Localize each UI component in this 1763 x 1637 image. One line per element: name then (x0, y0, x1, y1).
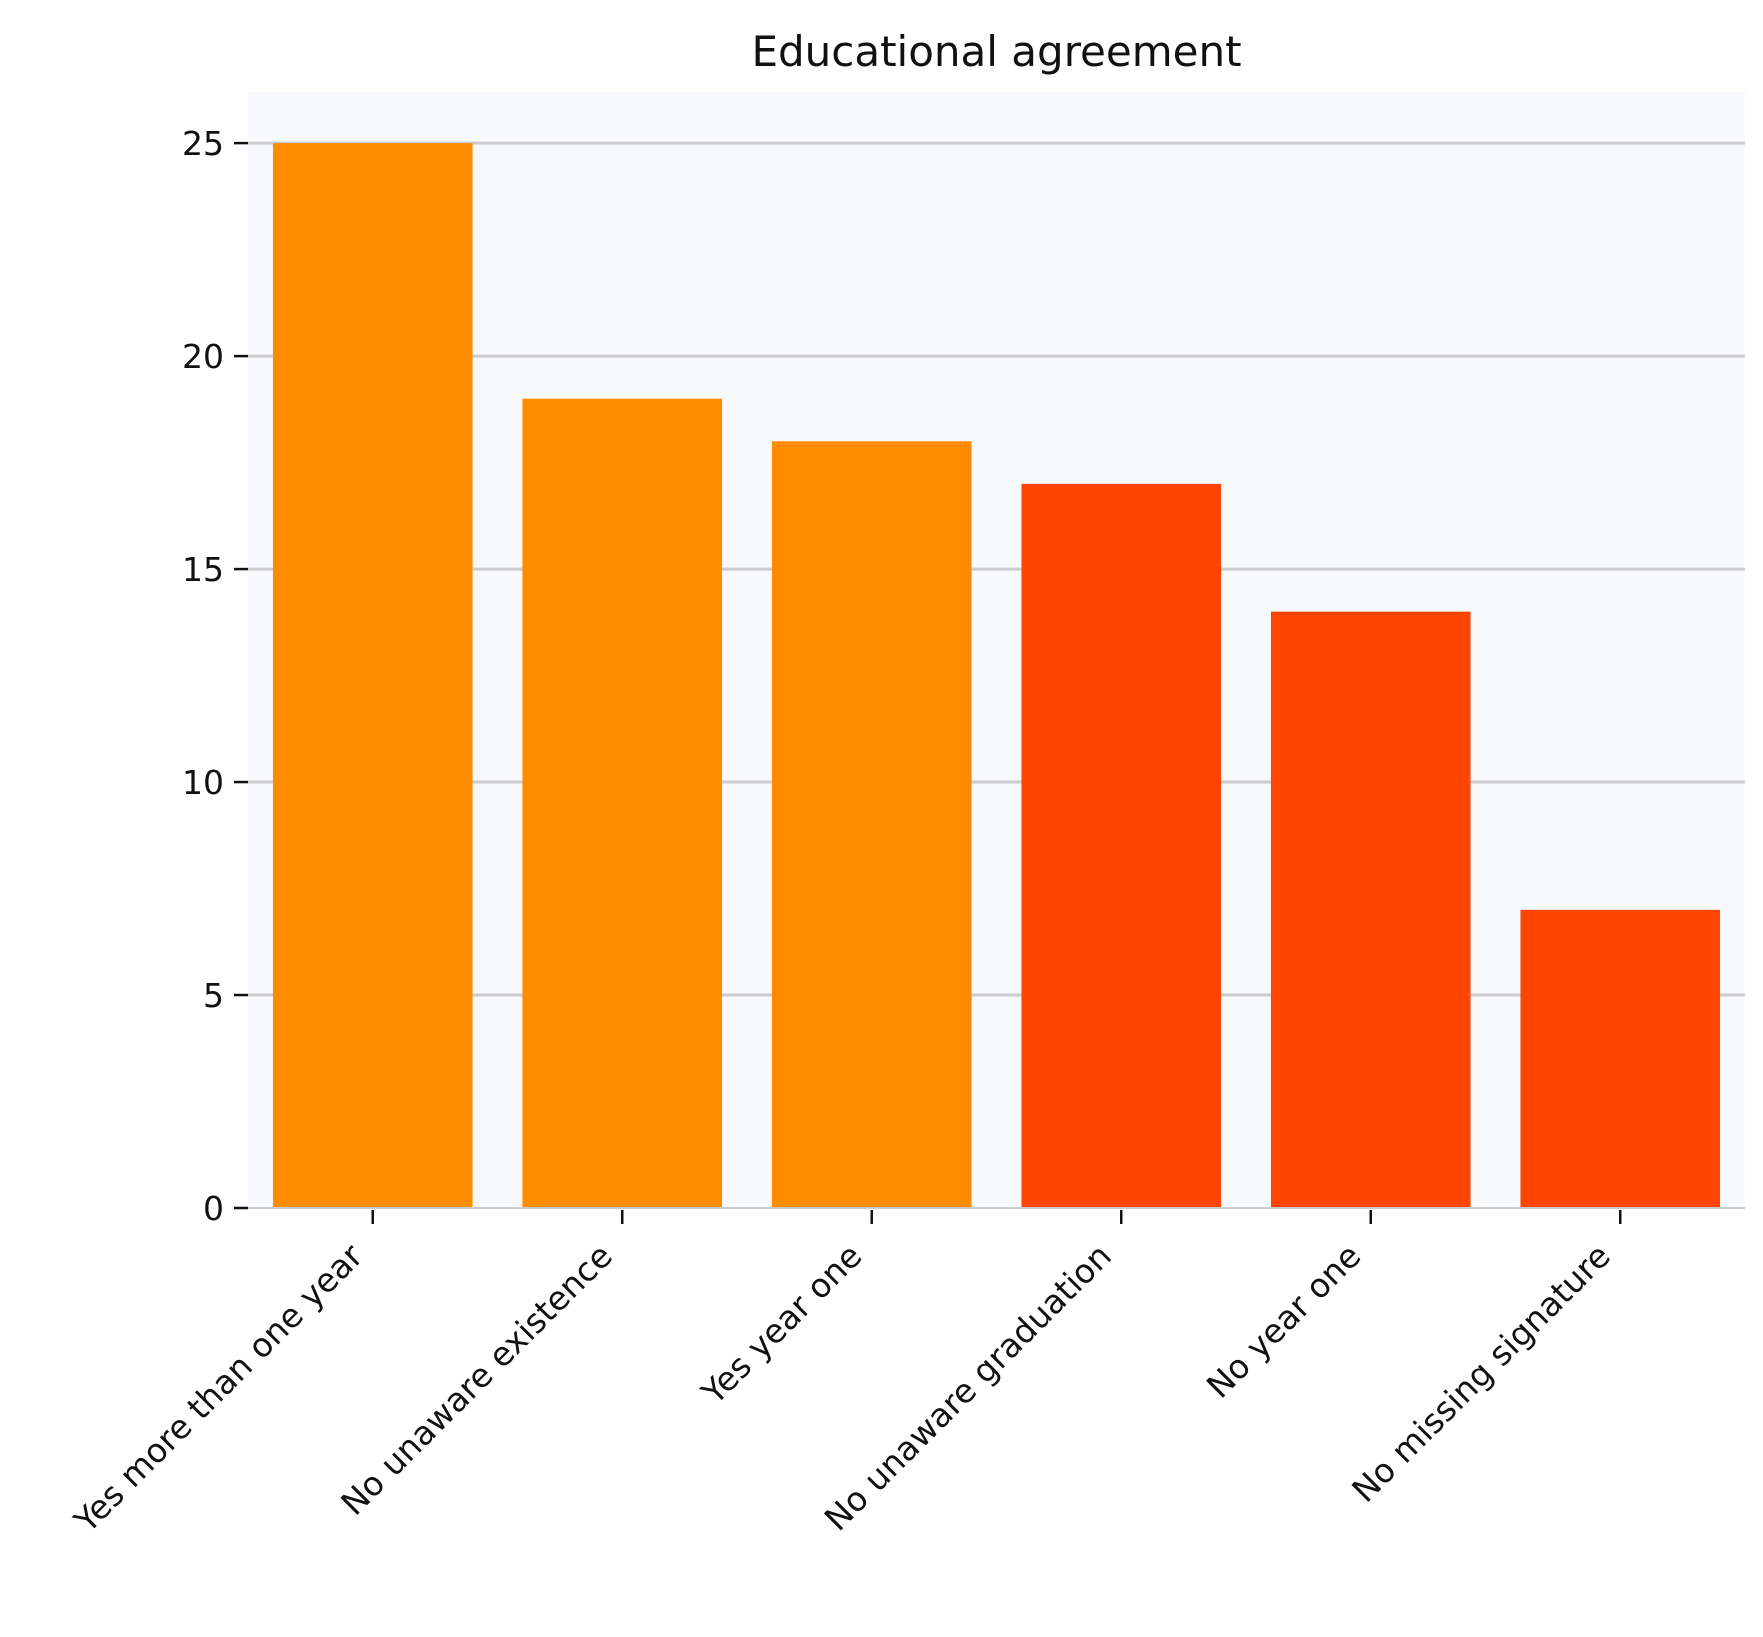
y-tick-label: 5 (203, 976, 224, 1015)
y-tick-label: 20 (182, 337, 224, 376)
x-tick-label: No year one (1199, 1236, 1369, 1406)
bar (1270, 611, 1471, 1208)
x-tick-label: No unaware existence (333, 1236, 620, 1523)
bar (771, 441, 972, 1208)
chart-title: Educational agreement (751, 27, 1241, 76)
plot-area (248, 92, 1745, 1208)
bars (272, 143, 1721, 1208)
bar (1021, 483, 1222, 1208)
x-tick-label: Yes year one (693, 1236, 869, 1412)
y-axis: 0 5 10 15 20 25 (182, 124, 248, 1228)
x-tick-label: No unaware graduation (817, 1236, 1119, 1538)
x-tick-label: No missing signature (1344, 1236, 1618, 1510)
grid-lines (248, 141, 1745, 997)
bar (522, 398, 723, 1208)
x-tick-label: Yes more than one year (66, 1236, 371, 1541)
y-tick-label: 0 (203, 1189, 224, 1228)
y-tick-label: 25 (182, 124, 224, 163)
bar (1520, 909, 1721, 1208)
y-tick-label: 10 (182, 763, 224, 802)
y-tick-label: 15 (182, 550, 224, 589)
bar (272, 143, 473, 1208)
